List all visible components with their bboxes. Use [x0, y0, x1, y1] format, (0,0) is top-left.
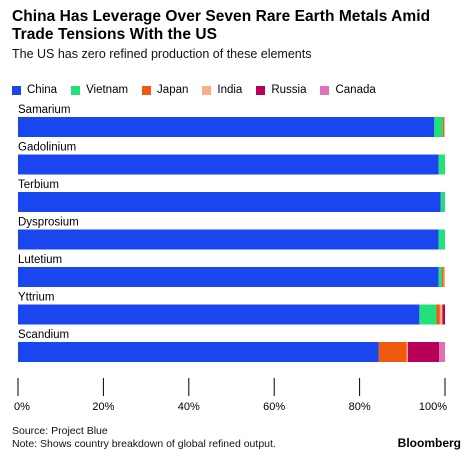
- bar-segment-samarium-china: [18, 117, 435, 137]
- legend-label-russia: Russia: [271, 84, 307, 96]
- bar-segment-lutetium-china: [18, 267, 439, 287]
- legend-swatch-japan: [142, 85, 152, 95]
- bar-segment-samarium-vietnam: [434, 117, 443, 137]
- bar-segment-gadolinium-china: [18, 154, 439, 175]
- bar-segment-dysprosium-vietnam: [438, 229, 445, 250]
- legend-label-canada: Canada: [335, 84, 376, 96]
- legend-label-japan: Japan: [157, 84, 189, 96]
- bar-segment-scandium-india: [406, 342, 408, 362]
- x-tick-label-0: 0%: [14, 401, 30, 413]
- bar-segment-terbium-china: [18, 192, 441, 212]
- legend-item-russia: Russia: [256, 84, 306, 96]
- x-tick-label-80: 80%: [349, 401, 371, 413]
- bar-segment-yttrium-china: [18, 304, 420, 325]
- chart-title: China Has Leverage Over Seven Rare Earth…: [12, 8, 431, 43]
- bar-segment-yttrium-russia: [442, 304, 445, 325]
- bar-segment-yttrium-japan: [436, 304, 440, 325]
- legend-swatch-russia: [256, 85, 266, 95]
- legend-item-vietnam: Vietnam: [71, 84, 128, 96]
- legend-swatch-china: [12, 85, 21, 95]
- bar-label-samarium: Samarium: [18, 104, 70, 116]
- legend-swatch-vietnam: [71, 85, 81, 95]
- bar-label-yttrium: Yttrium: [18, 292, 54, 304]
- bar-segment-scandium-canada: [439, 342, 445, 362]
- bar-label-terbium: Terbium: [18, 179, 59, 191]
- bar-segment-samarium-india: [444, 117, 445, 137]
- legend-label-vietnam: Vietnam: [86, 84, 129, 96]
- chart-subtitle: The US has zero refined production of th…: [12, 47, 312, 61]
- legend-item-japan: Japan: [142, 84, 188, 96]
- chart-footer: Source: Project Blue Note: Shows country…: [12, 425, 276, 451]
- x-tick-label-100: 100%: [419, 401, 447, 413]
- legend-item-china: China: [12, 84, 57, 96]
- x-tick-label-40: 40%: [178, 401, 200, 413]
- legend-swatch-india: [202, 85, 212, 95]
- bar-label-dysprosium: Dysprosium: [18, 217, 79, 229]
- legend-item-canada: Canada: [320, 84, 376, 96]
- legend-item-india: India: [202, 84, 242, 96]
- bar-segment-lutetium-japan: [442, 267, 444, 287]
- brand-logo: Bloomberg: [397, 436, 461, 450]
- bar-segment-scandium-russia: [407, 342, 440, 362]
- x-tick-label-20: 20%: [92, 401, 114, 413]
- source-note: Source: Project Blue: [12, 425, 108, 437]
- bar-segment-dysprosium-china: [18, 229, 439, 250]
- bar-segment-scandium-china: [18, 342, 379, 362]
- bar-segment-gadolinium-vietnam: [438, 154, 445, 175]
- bar-segment-scandium-japan: [378, 342, 407, 362]
- bar-segment-yttrium-india: [439, 304, 443, 325]
- bar-segment-samarium-japan: [442, 117, 445, 137]
- legend-label-india: India: [217, 84, 243, 96]
- bar-segment-yttrium-vietnam: [419, 304, 437, 325]
- bar-label-scandium: Scandium: [18, 329, 69, 341]
- bar-segment-terbium-vietnam: [440, 192, 445, 212]
- legend-label-china: China: [27, 84, 58, 96]
- x-tick-label-60: 60%: [263, 401, 285, 413]
- bar-segment-lutetium-india: [443, 267, 445, 287]
- legend: China Vietnam Japan India Russia Canada: [12, 84, 390, 96]
- bar-label-lutetium: Lutetium: [18, 254, 62, 266]
- bar-label-gadolinium: Gadolinium: [18, 142, 76, 154]
- bar-segment-lutetium-vietnam: [438, 267, 443, 287]
- footnote: Note: Shows country breakdown of global …: [12, 438, 276, 450]
- legend-swatch-canada: [320, 85, 330, 95]
